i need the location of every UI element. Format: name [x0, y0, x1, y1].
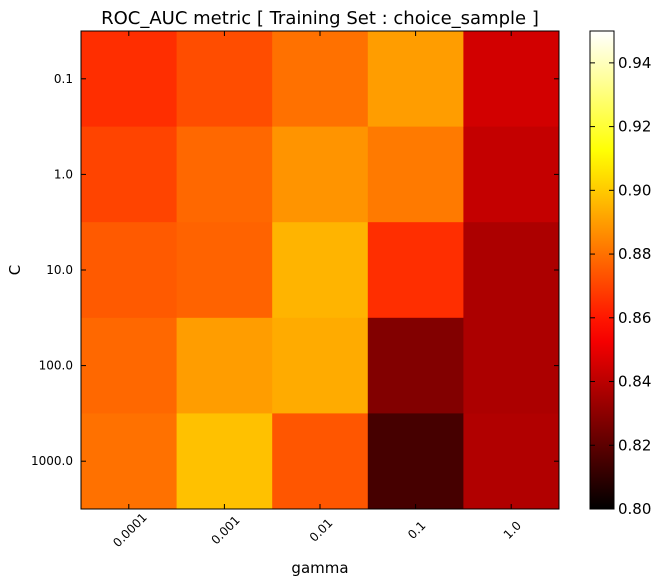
heatmap-cell	[81, 317, 178, 414]
heatmap-cell	[81, 31, 178, 128]
colorbar-tick-label: 0.84	[618, 373, 651, 391]
y-tick-label: 0.1	[54, 72, 73, 86]
heatmap-cell	[367, 31, 464, 128]
heatmap-cell	[272, 317, 369, 414]
x-tick-label: 0.0001	[110, 510, 150, 550]
colorbar-tick-label: 0.92	[618, 118, 651, 136]
heatmap-cell	[272, 31, 369, 128]
heatmap-cell	[176, 126, 273, 223]
x-tick-label: 0.01	[307, 516, 336, 545]
heatmap-cell	[176, 31, 273, 128]
heatmap-cell	[463, 413, 560, 510]
heatmap-cell	[176, 413, 273, 510]
heatmap-cell	[367, 126, 464, 223]
colorbar-tick-label: 0.90	[618, 181, 651, 199]
heatmap-cell	[272, 222, 369, 319]
y-axis-label: C	[6, 265, 24, 275]
heatmap-cell	[367, 413, 464, 510]
y-tick-label: 1000.0	[31, 454, 73, 468]
x-tick-label: 0.001	[208, 513, 242, 547]
heatmap-cell	[176, 222, 273, 319]
heatmap-cell	[81, 222, 178, 319]
x-tick-label: 1.0	[501, 518, 524, 541]
chart-title: ROC_AUC metric [ Training Set : choice_s…	[101, 8, 539, 29]
heatmap-cell	[463, 31, 560, 128]
heatmap-cell	[81, 413, 178, 510]
y-tick-label: 100.0	[39, 359, 73, 373]
colorbar-tick-label: 0.82	[618, 436, 651, 454]
heatmap-cell	[272, 413, 369, 510]
heatmap-cells	[81, 31, 560, 510]
heatmap-cell	[367, 222, 464, 319]
y-axis-ticks: 0.1 1.0 10.0 100.0 1000.0	[31, 72, 559, 468]
colorbar-tick-label: 0.94	[618, 54, 651, 72]
heatmap-cell	[463, 317, 560, 414]
x-tick-label: 0.1	[405, 518, 428, 541]
heatmap-cell	[81, 126, 178, 223]
heatmap-cell	[367, 317, 464, 414]
colorbar	[589, 30, 615, 510]
heatmap-cell	[463, 222, 560, 319]
heatmap-cell	[463, 126, 560, 223]
colorbar-ticks: 0.80 0.82 0.84 0.86 0.88 0.90 0.92 0.94	[590, 54, 651, 518]
heatmap-cell	[272, 126, 369, 223]
x-axis-label: gamma	[291, 559, 348, 577]
heatmap-cell	[176, 317, 273, 414]
colorbar-tick-label: 0.80	[618, 500, 651, 518]
y-tick-label: 1.0	[54, 167, 73, 181]
colorbar-tick-label: 0.88	[618, 245, 651, 263]
y-tick-label: 10.0	[46, 263, 73, 277]
colorbar-tick-label: 0.86	[618, 309, 651, 327]
